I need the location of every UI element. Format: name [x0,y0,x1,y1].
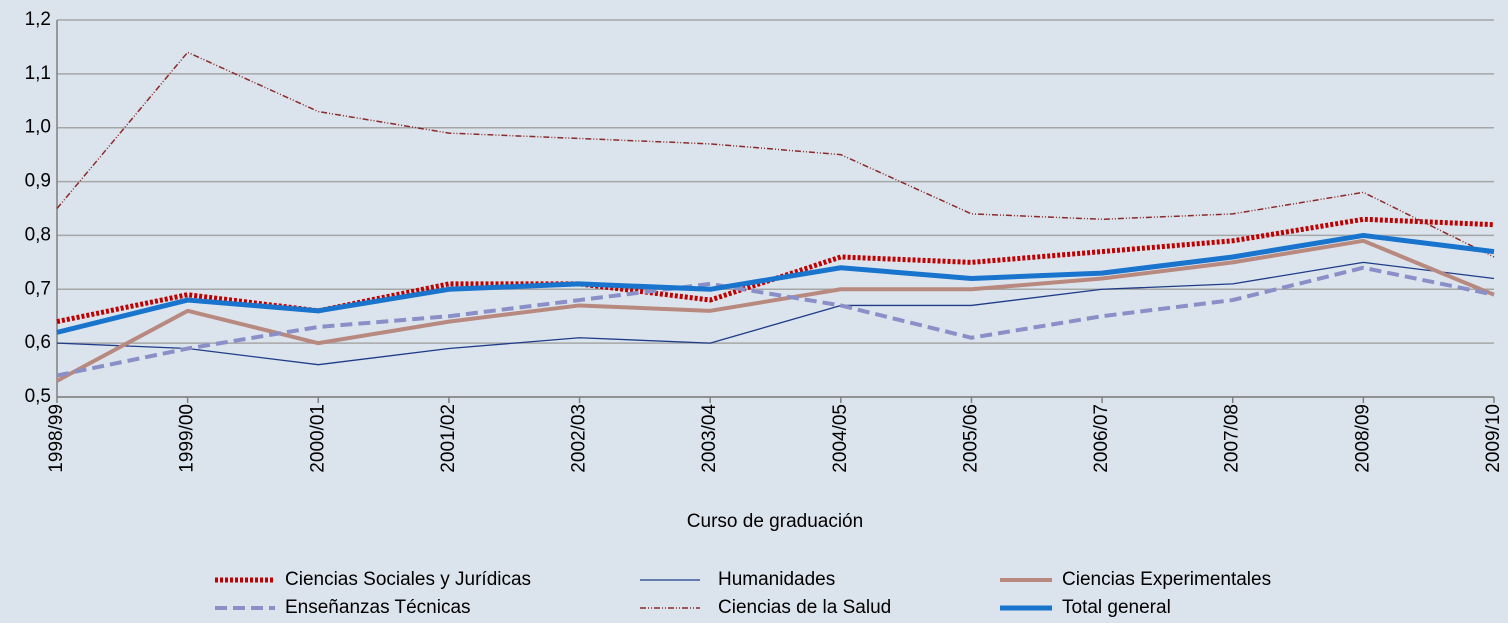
series-line [56,238,1495,383]
legend-label: Humanidades [718,569,835,590]
x-tick-label: 2009/10 [1483,404,1504,473]
x-tick-label: 2006/07 [1091,404,1112,473]
x-tick-label: 2005/06 [960,404,981,473]
y-tick-label: 1,2 [25,9,51,30]
series-line [56,51,1495,258]
legend-label: Ciencias de la Salud [718,597,891,618]
legend-label: Total general [1062,597,1171,618]
y-tick-label: 0,6 [25,332,51,353]
x-tick-label: 2007/08 [1222,404,1243,473]
series-line [56,261,1495,366]
x-tick-label: 2008/09 [1352,404,1373,473]
y-tick-label: 0,8 [25,224,51,245]
legend-label: Ciencias Sociales y Jurídicas [285,569,531,590]
legend-label: Enseñanzas Técnicas [285,597,471,618]
x-tick-label: 2001/02 [438,404,459,473]
legend-label: Ciencias Experimentales [1062,569,1271,590]
y-tick-label: 0,5 [25,386,51,407]
x-tick-label: 2000/01 [307,404,328,473]
x-tick-label: 1999/00 [177,404,198,473]
x-tick-label: 2003/04 [699,404,720,473]
series-line [56,232,1495,335]
x-axis-label: Curso de graduación [687,511,863,532]
series-line [56,265,1495,378]
y-tick-label: 1,1 [25,63,51,84]
x-tick-label: 2002/03 [569,404,590,473]
y-tick-label: 0,9 [25,171,51,192]
y-tick-label: 0,7 [25,278,51,299]
y-tick-label: 1,0 [25,117,51,138]
x-tick-label: 2004/05 [830,404,851,473]
x-tick-label: 1998/99 [46,404,67,473]
